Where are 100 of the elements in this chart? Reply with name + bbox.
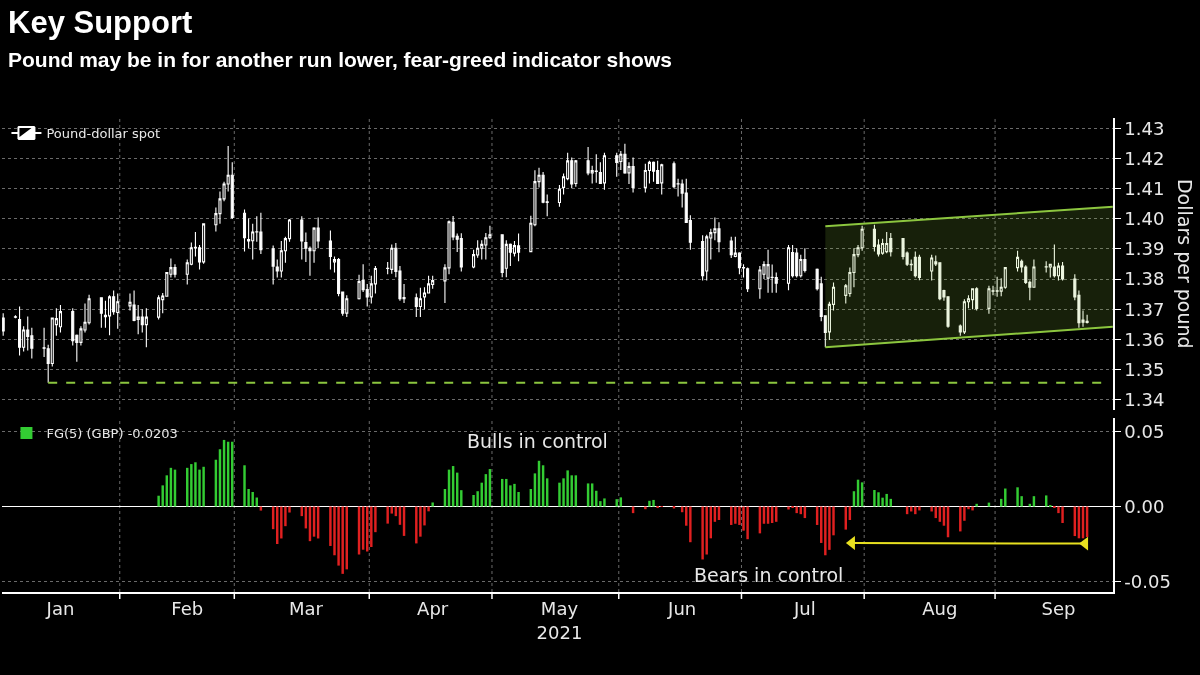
- candlestick: [431, 275, 435, 290]
- y-tick-label: 1.36: [1124, 328, 1165, 350]
- bar: [243, 465, 246, 507]
- bar: [705, 506, 708, 555]
- bar: [370, 506, 373, 548]
- bar: [476, 491, 479, 507]
- candlestick: [1085, 314, 1089, 324]
- y-tick-label: 1.40: [1124, 208, 1165, 230]
- bar: [914, 506, 917, 515]
- x-tick-label: Mar: [288, 598, 324, 620]
- bar: [656, 506, 659, 509]
- candlestick: [574, 159, 578, 188]
- candlestick: [99, 297, 103, 329]
- candlestick: [975, 286, 979, 311]
- bar: [930, 506, 933, 512]
- bar: [1053, 506, 1056, 509]
- candlestick: [500, 234, 504, 278]
- candlestick: [144, 307, 148, 348]
- bar: [460, 490, 463, 507]
- bar: [194, 462, 197, 507]
- x-tick-label: Jul: [793, 598, 816, 620]
- candlestick: [107, 294, 112, 336]
- bar: [1004, 488, 1007, 507]
- legend-label: FG(5) (GBP) -0.0203: [46, 426, 178, 442]
- candlestick: [885, 231, 889, 254]
- candlestick: [116, 293, 120, 330]
- candlestick: [418, 287, 422, 318]
- bar: [603, 498, 606, 507]
- bar: [190, 464, 193, 507]
- bar: [648, 500, 651, 507]
- bar: [251, 491, 254, 507]
- bar: [513, 483, 516, 507]
- candlestick: [345, 294, 349, 318]
- y-tick-label: 1.39: [1124, 238, 1165, 260]
- bar: [734, 506, 737, 524]
- bar: [161, 485, 164, 507]
- y-tick-label: 1.42: [1124, 147, 1165, 169]
- bar: [280, 506, 283, 539]
- bar: [1061, 506, 1064, 524]
- bar: [885, 493, 888, 507]
- candlestick: [995, 276, 999, 298]
- candlestick: [557, 184, 562, 208]
- y-tick-label: 0.00: [1124, 495, 1165, 517]
- candlestick: [889, 232, 893, 257]
- candlestick: [917, 254, 921, 281]
- x-tick-label: May 2021: [536, 598, 583, 643]
- candlestick: [2, 312, 5, 337]
- x-tick-label: Feb: [171, 598, 204, 620]
- bar: [701, 506, 704, 560]
- candlestick: [1016, 250, 1020, 273]
- bar: [505, 478, 508, 507]
- bar: [341, 506, 344, 574]
- bar: [1016, 487, 1019, 507]
- candlestick: [872, 224, 876, 253]
- candlestick: [729, 236, 733, 259]
- bar: [595, 490, 598, 507]
- bar: [971, 506, 974, 511]
- x-tick-label: Apr: [417, 598, 449, 620]
- bar: [918, 506, 921, 511]
- bar: [873, 490, 876, 507]
- candlestick: [58, 304, 63, 334]
- bar: [824, 506, 827, 556]
- candlestick: [615, 152, 619, 178]
- y-tick-label: 1.38: [1124, 268, 1165, 290]
- candlestick: [962, 298, 966, 335]
- candlestick: [746, 267, 750, 293]
- candlestick: [594, 153, 598, 184]
- candlestick: [259, 212, 263, 255]
- bar: [472, 494, 475, 507]
- chart-subtitle: Pound may be in for another run lower, fear-greed indicator shows: [8, 48, 672, 71]
- candlestick: [18, 305, 22, 356]
- bar: [1049, 505, 1052, 508]
- bar: [386, 506, 389, 524]
- y-tick-label: -0.05: [1124, 570, 1171, 592]
- candlestick: [631, 156, 635, 194]
- x-tick-label: Aug: [922, 598, 958, 620]
- candlestick: [766, 249, 770, 294]
- bar: [689, 506, 692, 543]
- candlestick: [517, 232, 521, 262]
- candlestick: [795, 247, 799, 279]
- candlestick: [390, 243, 394, 275]
- candlestick: [1052, 243, 1056, 279]
- candlestick: [242, 208, 247, 253]
- candlestick: [602, 152, 606, 191]
- candlestick: [459, 232, 463, 273]
- y-tick-label: 1.43: [1124, 117, 1165, 139]
- legend-label: Pound-dollar spot: [46, 126, 161, 142]
- candlestick: [1061, 261, 1065, 282]
- x-tick-label: Jan: [45, 598, 75, 620]
- bar: [787, 506, 790, 510]
- candlestick: [173, 263, 177, 279]
- candlestick: [643, 163, 647, 194]
- candlestick: [13, 314, 18, 319]
- candlestick: [300, 215, 304, 261]
- y-tick-label: 1.35: [1124, 358, 1165, 380]
- y-tick-label: 1.34: [1124, 389, 1165, 411]
- candlestick: [570, 156, 574, 189]
- y-tick-label: 0.05: [1124, 420, 1165, 442]
- bar: [202, 466, 205, 507]
- candlestick: [651, 160, 656, 183]
